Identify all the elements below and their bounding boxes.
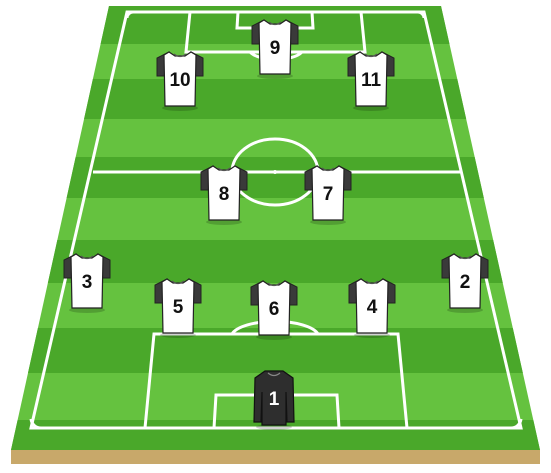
player-jersey-10[interactable]: 10 (156, 51, 204, 111)
player-jersey-9[interactable]: 9 (251, 19, 299, 79)
jersey-number: 5 (173, 297, 184, 318)
jersey-number: 6 (269, 299, 280, 320)
jersey-number: 11 (361, 70, 382, 91)
pitch-base (11, 450, 540, 464)
jersey-number: 4 (367, 297, 378, 318)
jersey-collar (171, 280, 185, 285)
corner-arc-bottom-left (29, 418, 42, 430)
player-jersey-4[interactable]: 4 (348, 278, 396, 338)
jersey-number: 8 (219, 184, 230, 205)
corner-arc-top-left (125, 10, 134, 19)
jersey-number: 1 (269, 389, 280, 410)
jersey-collar (458, 255, 472, 260)
corner-arc-bottom-right (510, 418, 523, 430)
jersey-collar (321, 167, 335, 172)
jersey-number: 9 (270, 38, 281, 59)
player-jersey-2[interactable]: 2 (441, 253, 489, 313)
jersey-collar (267, 372, 281, 377)
player-jersey-3[interactable]: 3 (63, 253, 111, 313)
jersey-number: 7 (323, 184, 334, 205)
player-jersey-7[interactable]: 7 (304, 165, 352, 225)
jersey-collar (267, 282, 281, 287)
jersey-collar (217, 167, 231, 172)
players-layer: 1 2 3 4 5 6 7 8 9 10 11 (63, 19, 489, 430)
jersey-collar (268, 21, 282, 26)
goalkeeper-jersey[interactable]: 1 (253, 370, 295, 430)
jersey-number: 2 (460, 272, 471, 293)
jersey-number: 3 (82, 272, 93, 293)
player-jersey-11[interactable]: 11 (347, 51, 395, 111)
jersey-collar (80, 255, 94, 260)
player-jersey-8[interactable]: 8 (200, 165, 248, 225)
player-jersey-6[interactable]: 6 (250, 280, 298, 340)
jersey-number: 10 (169, 70, 190, 91)
jersey-collar (173, 53, 187, 58)
jersey-collar (365, 280, 379, 285)
corner-arc-top-right (417, 10, 426, 19)
player-jersey-5[interactable]: 5 (154, 278, 202, 338)
jersey-collar (364, 53, 378, 58)
goalkeeper-shirt (253, 370, 295, 426)
centre-spot (273, 170, 277, 174)
pitch-boundary (29, 10, 523, 430)
